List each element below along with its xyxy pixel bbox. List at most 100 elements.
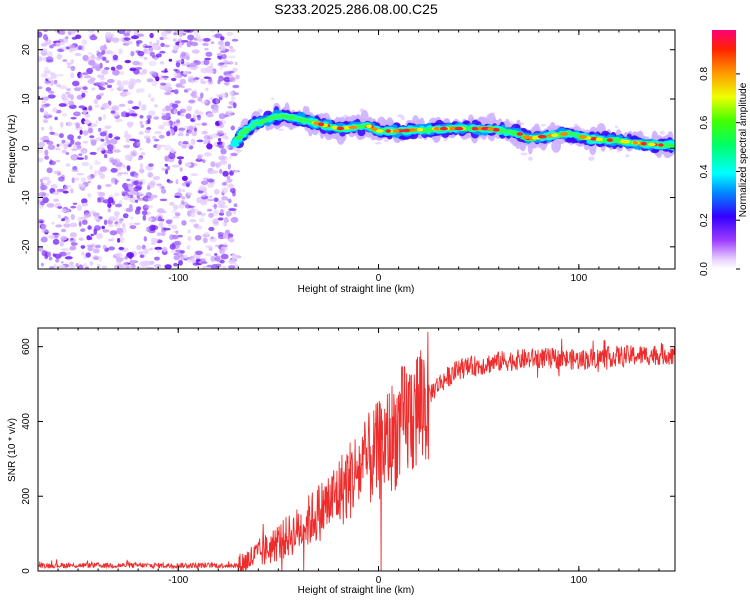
noise-speckle: [132, 60, 140, 66]
noise-speckle: [77, 216, 83, 222]
noise-speckle: [171, 224, 178, 230]
noise-speckle: [139, 254, 145, 258]
noise-speckle: [227, 105, 233, 109]
noise-speckle: [216, 94, 220, 98]
noise-speckle: [147, 118, 151, 125]
noise-speckle: [58, 265, 66, 269]
noise-speckle: [159, 198, 168, 202]
ridge-peak-mark: [532, 135, 538, 140]
noise-speckle: [41, 126, 45, 131]
noise-speckle: [72, 202, 78, 205]
noise-speckle: [188, 99, 196, 104]
noise-speckle: [221, 182, 227, 186]
spectrogram-xtick-label: 100: [571, 273, 588, 284]
noise-speckle: [150, 97, 155, 102]
noise-speckle: [520, 152, 528, 156]
noise-speckle: [194, 109, 200, 114]
noise-speckle: [70, 65, 76, 71]
noise-speckle: [226, 198, 231, 202]
noise-speckle: [49, 235, 56, 240]
noise-speckle: [218, 155, 226, 161]
noise-speckle: [216, 52, 223, 57]
noise-speckle: [204, 253, 212, 257]
noise-speckle: [233, 203, 238, 207]
noise-speckle: [150, 242, 156, 245]
noise-speckle: [82, 150, 87, 154]
noise-speckle: [208, 78, 213, 83]
noise-speckle: [54, 79, 58, 85]
noise-speckle: [114, 223, 121, 228]
noise-speckle: [68, 264, 75, 269]
noise-speckle: [150, 194, 158, 199]
noise-speckle: [138, 251, 144, 255]
noise-speckle: [133, 30, 139, 36]
noise-speckle: [130, 35, 139, 40]
noise-speckle: [161, 232, 166, 237]
noise-speckle: [171, 77, 177, 82]
noise-speckle: [143, 48, 151, 55]
ridge-peak-mark: [551, 133, 559, 137]
noise-speckle: [174, 100, 181, 104]
noise-speckle: [113, 211, 120, 217]
noise-speckle: [138, 33, 144, 37]
noise-speckle: [87, 30, 95, 33]
noise-speckle: [98, 87, 106, 91]
noise-speckle: [202, 159, 206, 164]
noise-speckle: [62, 113, 67, 117]
noise-speckle: [139, 181, 143, 186]
noise-speckle: [149, 32, 154, 39]
noise-speckle: [44, 155, 50, 160]
noise-speckle: [55, 258, 60, 263]
noise-speckle: [121, 191, 127, 194]
noise-speckle: [55, 159, 61, 163]
noise-speckle: [48, 90, 55, 94]
noise-speckle: [162, 246, 168, 252]
noise-speckle: [213, 203, 217, 210]
noise-speckle: [126, 183, 135, 187]
noise-speckle: [229, 76, 236, 83]
noise-speckle: [183, 254, 188, 260]
noise-speckle: [54, 116, 58, 121]
noise-speckle: [222, 59, 229, 64]
noise-speckle: [38, 31, 43, 38]
ridge-peak-mark: [402, 128, 411, 133]
noise-speckle: [180, 255, 185, 261]
noise-speckle: [141, 104, 147, 107]
noise-speckle: [148, 163, 154, 167]
noise-speckle: [194, 250, 203, 255]
noise-speckle: [163, 44, 170, 48]
noise-speckle: [187, 192, 193, 196]
noise-speckle: [195, 258, 201, 262]
noise-speckle: [149, 51, 155, 57]
noise-speckle: [220, 44, 226, 49]
ridge-mark: [299, 120, 308, 124]
noise-speckle: [106, 84, 113, 89]
noise-speckle: [102, 229, 110, 233]
noise-speckle: [96, 74, 105, 79]
noise-speckle: [63, 223, 71, 228]
noise-speckle: [70, 72, 75, 79]
noise-speckle: [46, 51, 53, 58]
noise-speckle: [133, 260, 138, 263]
noise-speckle: [180, 250, 185, 254]
ridge-peak-mark: [487, 127, 494, 131]
noise-speckle: [115, 203, 122, 208]
noise-speckle: [139, 115, 144, 119]
noise-speckle: [172, 208, 177, 214]
noise-speckle: [59, 85, 68, 90]
noise-speckle: [228, 61, 234, 65]
noise-speckle: [107, 144, 114, 151]
ridge-peak-mark: [620, 139, 626, 144]
snr-y-label: SNR (10 * v/v): [7, 418, 18, 482]
noise-speckle: [76, 157, 85, 160]
noise-speckle: [229, 48, 236, 53]
noise-speckle: [149, 71, 157, 75]
noise-speckle: [225, 74, 233, 78]
noise-speckle: [202, 237, 208, 244]
ridge-peak-mark: [318, 122, 325, 127]
noise-speckle: [110, 159, 118, 164]
ridge-peak-mark: [658, 143, 664, 147]
noise-speckle: [49, 44, 54, 49]
noise-speckle: [126, 178, 131, 182]
